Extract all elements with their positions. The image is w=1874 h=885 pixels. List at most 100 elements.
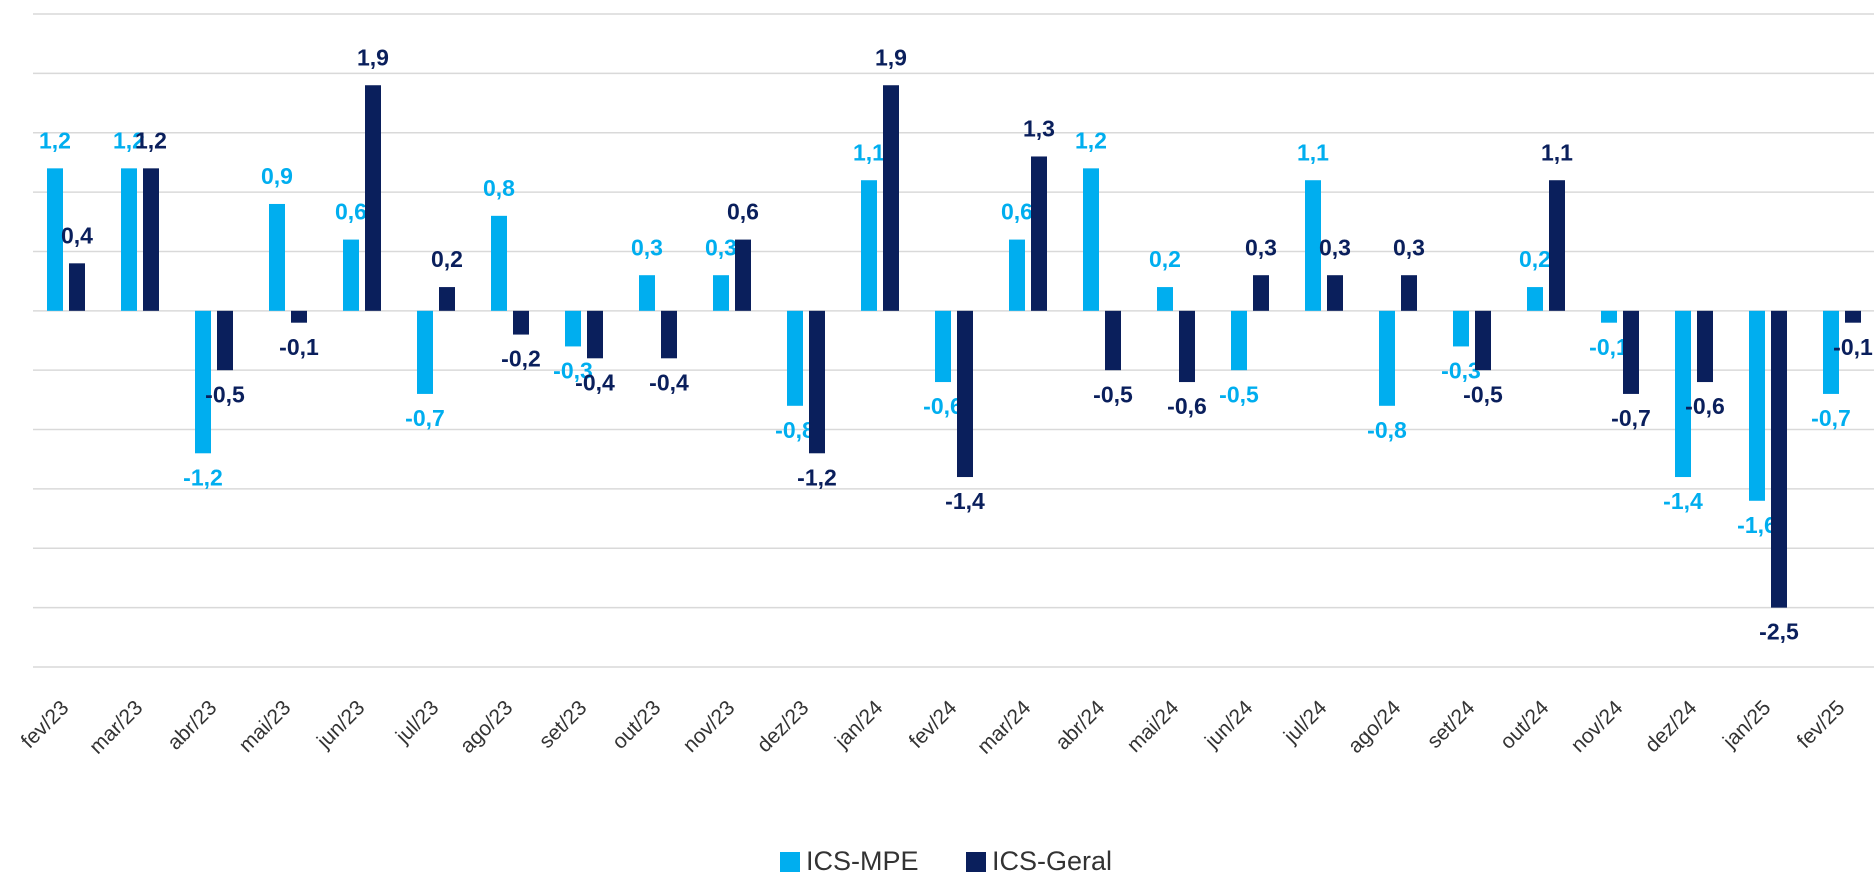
value-label: -1,2 bbox=[797, 464, 837, 490]
value-label: -0,8 bbox=[1367, 417, 1407, 443]
value-label: -0,8 bbox=[775, 417, 815, 443]
value-label: -0,3 bbox=[553, 358, 593, 384]
bar bbox=[957, 310, 973, 478]
bar bbox=[269, 203, 285, 311]
bar bbox=[1453, 310, 1469, 347]
bar bbox=[491, 215, 507, 311]
x-tick-label: fev/25 bbox=[1793, 696, 1850, 753]
legend-label: ICS-MPE bbox=[806, 846, 919, 876]
bar bbox=[291, 310, 307, 323]
bar bbox=[1823, 310, 1839, 394]
bar bbox=[1305, 180, 1321, 311]
value-label: 0,3 bbox=[1393, 234, 1425, 260]
bar bbox=[1327, 275, 1343, 311]
value-label: 0,9 bbox=[261, 163, 293, 189]
value-label: 1,3 bbox=[1023, 116, 1055, 142]
value-label: -0,5 bbox=[1093, 381, 1133, 407]
bar bbox=[513, 310, 529, 335]
value-label: -0,7 bbox=[1811, 405, 1851, 431]
value-label: -0,1 bbox=[1589, 334, 1629, 360]
value-label: 1,9 bbox=[875, 44, 907, 70]
value-label: -1,4 bbox=[1663, 488, 1703, 514]
value-label: 1,1 bbox=[1541, 139, 1573, 165]
value-label: -0,7 bbox=[405, 405, 445, 431]
bar bbox=[1009, 239, 1025, 311]
value-label: -2,5 bbox=[1759, 619, 1799, 645]
value-label: -1,6 bbox=[1737, 512, 1777, 538]
bar bbox=[1527, 287, 1543, 311]
x-tick-label: set/23 bbox=[535, 696, 592, 753]
bar bbox=[1749, 310, 1765, 501]
bar bbox=[217, 310, 233, 371]
value-label: 0,3 bbox=[1245, 234, 1277, 260]
bar bbox=[1379, 310, 1395, 406]
bar bbox=[661, 310, 677, 359]
value-label: 0,4 bbox=[61, 222, 93, 248]
value-label: -1,4 bbox=[945, 488, 985, 514]
value-label: 0,6 bbox=[335, 199, 367, 225]
x-tick-label: nov/24 bbox=[1567, 696, 1628, 757]
x-tick-label: ago/23 bbox=[456, 696, 518, 758]
x-tick-label: mai/24 bbox=[1123, 696, 1184, 757]
value-label: -0,3 bbox=[1441, 358, 1481, 384]
value-label: -0,6 bbox=[1167, 393, 1207, 419]
value-label: 0,6 bbox=[1001, 199, 1033, 225]
value-label: -0,5 bbox=[205, 381, 245, 407]
value-label: -0,6 bbox=[1685, 393, 1725, 419]
bar bbox=[1845, 310, 1861, 323]
x-tick-label: jun/23 bbox=[312, 696, 369, 753]
x-tick-label: dez/24 bbox=[1641, 696, 1702, 757]
bar bbox=[861, 180, 877, 311]
bar bbox=[439, 287, 455, 311]
bar bbox=[935, 310, 951, 383]
bar bbox=[1253, 275, 1269, 311]
bar bbox=[713, 275, 729, 311]
value-label: -0,4 bbox=[575, 369, 615, 395]
x-tick-label: jun/24 bbox=[1200, 696, 1258, 754]
value-label: 1,2 bbox=[39, 127, 71, 153]
bar bbox=[809, 310, 825, 454]
bar bbox=[1697, 310, 1713, 383]
x-tick-label: out/24 bbox=[1496, 696, 1554, 754]
x-tick-label: dez/23 bbox=[753, 696, 814, 757]
bar bbox=[1771, 310, 1787, 608]
value-label: 1,1 bbox=[853, 139, 885, 165]
value-label: -0,5 bbox=[1219, 381, 1259, 407]
value-label: -0,5 bbox=[1463, 381, 1503, 407]
bar bbox=[1105, 310, 1121, 371]
x-tick-label: mar/23 bbox=[85, 696, 147, 758]
x-tick-label: fev/23 bbox=[17, 696, 74, 753]
x-tick-label: jan/25 bbox=[1718, 696, 1775, 753]
bar bbox=[1601, 310, 1617, 323]
bar bbox=[587, 310, 603, 359]
value-label: -0,4 bbox=[649, 369, 689, 395]
value-label: 1,9 bbox=[357, 44, 389, 70]
value-label: 1,2 bbox=[1075, 127, 1107, 153]
bar bbox=[1675, 310, 1691, 478]
value-label: 0,2 bbox=[1149, 246, 1181, 272]
value-label: 0,3 bbox=[631, 234, 663, 260]
bar bbox=[883, 85, 899, 311]
x-tick-label: abr/24 bbox=[1051, 696, 1110, 755]
bar bbox=[69, 263, 85, 311]
value-label: 0,6 bbox=[727, 199, 759, 225]
bar bbox=[1031, 156, 1047, 311]
bar bbox=[47, 168, 63, 311]
bar bbox=[1401, 275, 1417, 311]
bar bbox=[1231, 310, 1247, 371]
value-label: 0,2 bbox=[431, 246, 463, 272]
x-tick-label: abr/23 bbox=[163, 696, 221, 754]
bar bbox=[565, 310, 581, 347]
value-label: 0,3 bbox=[1319, 234, 1351, 260]
x-tick-label: nov/23 bbox=[679, 696, 740, 757]
legend-swatch bbox=[966, 852, 986, 872]
x-tick-label: jul/24 bbox=[1279, 696, 1332, 749]
bar bbox=[639, 275, 655, 311]
value-label: 0,8 bbox=[483, 175, 515, 201]
value-label: -0,1 bbox=[1833, 334, 1873, 360]
bar bbox=[787, 310, 803, 406]
bar bbox=[121, 168, 137, 311]
x-tick-label: jan/24 bbox=[830, 696, 888, 754]
bar bbox=[343, 239, 359, 311]
